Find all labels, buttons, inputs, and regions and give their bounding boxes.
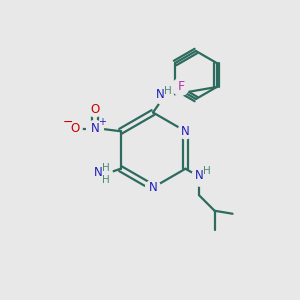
Text: O: O [90,103,100,116]
Text: N: N [148,181,158,194]
Circle shape [146,180,160,195]
Text: F: F [178,80,185,94]
Text: H: H [102,175,110,185]
Text: −: − [63,116,73,129]
Circle shape [92,164,112,184]
Text: N: N [91,122,99,135]
Text: H: H [102,163,110,173]
Text: H: H [203,166,211,176]
Circle shape [67,121,82,136]
Text: N: N [195,169,203,182]
Text: N: N [156,88,165,101]
Circle shape [87,120,103,137]
Text: H: H [164,86,172,97]
Circle shape [88,102,103,117]
Circle shape [178,124,193,139]
Circle shape [172,79,189,95]
Text: N: N [94,167,103,179]
Circle shape [155,87,173,105]
Text: O: O [70,122,79,135]
Circle shape [191,168,209,186]
Text: +: + [98,117,106,127]
Text: N: N [181,125,190,138]
